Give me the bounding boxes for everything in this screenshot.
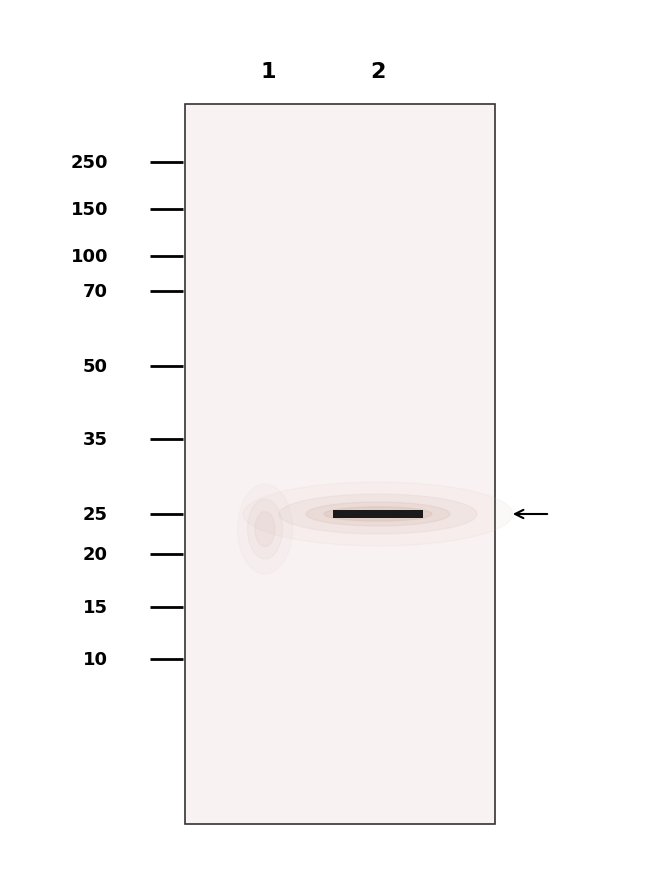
Bar: [333, 510, 423, 519]
Text: 50: 50: [83, 357, 108, 375]
Ellipse shape: [248, 500, 283, 560]
Text: 35: 35: [83, 430, 108, 448]
Text: 250: 250: [70, 154, 108, 172]
Ellipse shape: [243, 482, 513, 547]
Text: 2: 2: [370, 62, 385, 82]
Text: 20: 20: [83, 546, 108, 563]
Bar: [185, 105, 495, 824]
Text: 10: 10: [83, 650, 108, 668]
Ellipse shape: [255, 512, 275, 547]
Ellipse shape: [306, 502, 450, 527]
Text: 15: 15: [83, 599, 108, 616]
Ellipse shape: [279, 494, 477, 534]
Text: 1: 1: [260, 62, 276, 82]
Text: 100: 100: [70, 248, 108, 266]
Ellipse shape: [237, 484, 292, 574]
Text: 70: 70: [83, 282, 108, 301]
Ellipse shape: [324, 507, 432, 521]
Text: 25: 25: [83, 506, 108, 523]
Text: 150: 150: [70, 201, 108, 219]
